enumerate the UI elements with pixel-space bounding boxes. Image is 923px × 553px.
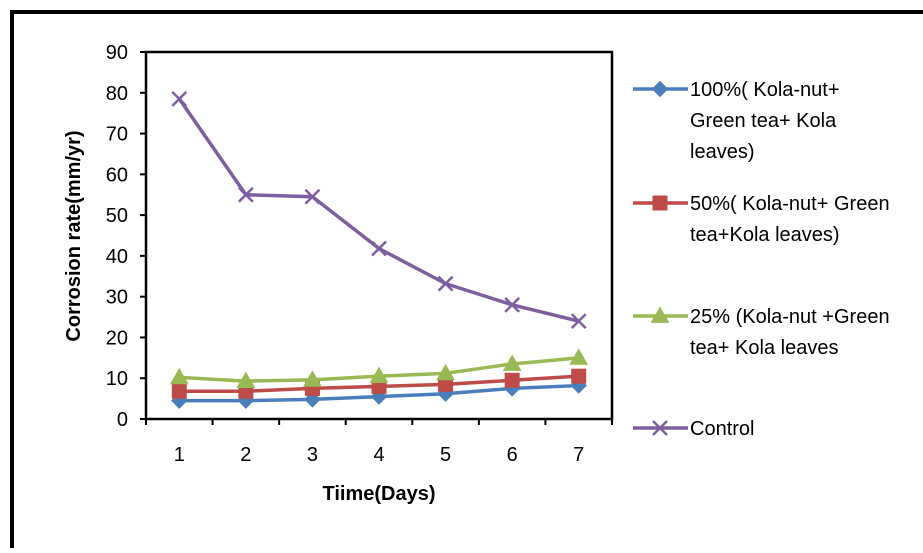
y-tick-label: 50 bbox=[106, 205, 128, 227]
legend-label: leaves) bbox=[690, 141, 754, 163]
y-tick-label: 30 bbox=[106, 287, 128, 309]
legend-marker bbox=[652, 195, 668, 211]
legend-label: tea+Kola leaves) bbox=[690, 224, 840, 246]
x-tick-label: 7 bbox=[573, 444, 584, 466]
data-point bbox=[304, 188, 321, 205]
y-tick-label: 0 bbox=[117, 409, 128, 431]
legend-entry: 25% (Kola-nut +Green tea+ Kola leaves bbox=[633, 306, 890, 359]
y-axis: 0 10 20 30 40 50 60 70 80 90 bbox=[106, 42, 146, 431]
series-2 bbox=[171, 368, 587, 399]
data-point bbox=[236, 371, 256, 388]
data-point bbox=[171, 91, 188, 107]
y-tick-label: 20 bbox=[106, 327, 128, 349]
x-tick-label: 5 bbox=[440, 444, 451, 466]
legend-marker bbox=[650, 306, 670, 323]
legend-label: 100%( Kola-nut+ bbox=[690, 79, 840, 101]
series-layer bbox=[169, 91, 589, 409]
legend-label: 50%( Kola-nut+ Green bbox=[690, 193, 890, 215]
y-tick-label: 10 bbox=[106, 368, 128, 390]
x-tick-label: 2 bbox=[240, 444, 251, 466]
data-point bbox=[504, 296, 521, 313]
legend-entry: Control bbox=[633, 418, 754, 440]
x-tick-label: 1 bbox=[174, 444, 185, 466]
series-4 bbox=[171, 91, 587, 330]
data-point bbox=[571, 368, 587, 384]
data-point bbox=[303, 370, 322, 387]
y-tick-label: 70 bbox=[106, 124, 128, 146]
legend-label: Control bbox=[690, 418, 754, 440]
legend-entry: 50%( Kola-nut+ Green tea+Kola leaves) bbox=[633, 193, 890, 246]
y-tick-label: 60 bbox=[106, 164, 128, 186]
legend-label: Green tea+ Kola bbox=[690, 110, 837, 132]
series-3 bbox=[169, 348, 589, 388]
x-tick-label: 6 bbox=[507, 444, 518, 466]
plot-area bbox=[144, 50, 614, 421]
legend-marker bbox=[652, 420, 668, 436]
data-point bbox=[169, 367, 189, 385]
legend-marker bbox=[651, 80, 669, 98]
x-tick-label: 4 bbox=[373, 444, 384, 466]
y-tick-label: 40 bbox=[106, 246, 128, 268]
y-tick-label: 90 bbox=[106, 42, 128, 64]
data-point bbox=[371, 240, 387, 257]
x-tick-label: 3 bbox=[307, 444, 318, 466]
data-point bbox=[437, 275, 454, 292]
legend-label: tea+ Kola leaves bbox=[690, 337, 838, 359]
data-point bbox=[502, 354, 522, 371]
data-point bbox=[436, 363, 455, 381]
legend-entry: 100%( Kola-nut+ Green tea+ Kola leaves) bbox=[633, 79, 840, 163]
data-point bbox=[171, 383, 187, 399]
y-axis-title: Corrosion rate(mm/yr) bbox=[63, 130, 85, 341]
x-axis-title: Tiime(Days) bbox=[322, 483, 435, 505]
legend: 100%( Kola-nut+ Green tea+ Kola leaves) 50%… bbox=[633, 79, 890, 440]
x-axis: 1 2 3 4 5 6 7 bbox=[145, 419, 613, 466]
y-tick-label: 80 bbox=[106, 83, 128, 105]
data-point bbox=[369, 366, 389, 384]
data-point bbox=[569, 348, 589, 365]
data-point bbox=[504, 372, 520, 388]
data-point bbox=[570, 313, 587, 330]
legend-label: 25% (Kola-nut +Green bbox=[690, 306, 890, 328]
data-point bbox=[237, 186, 254, 203]
